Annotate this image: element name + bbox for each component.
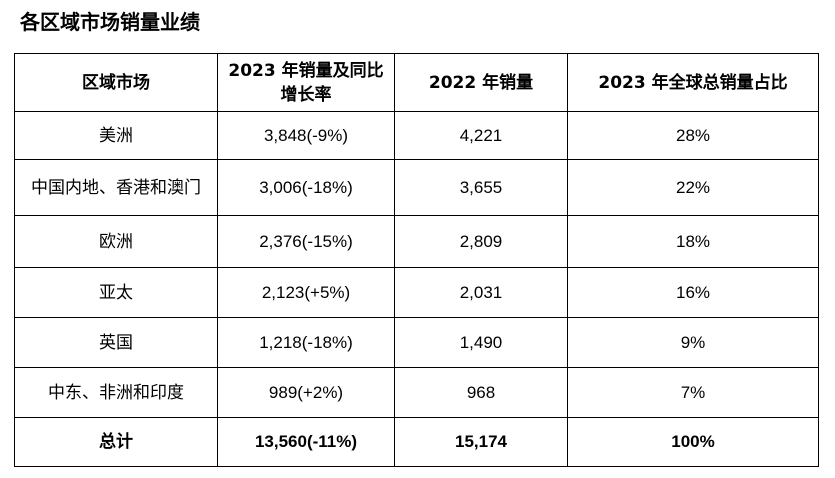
sales-2022-cell: 2,031 [394,267,568,318]
table-row: 中东、非洲和印度 989(+2%) 968 7% [14,367,819,418]
share-cell: 22% [567,159,819,216]
total-share-cell: 100% [567,417,819,467]
header-sales-2023: 2023 年销量及同比增长率 [217,53,395,112]
total-sales-2022-cell: 15,174 [394,417,568,467]
share-cell: 18% [567,215,819,268]
sales-2023-cell: 1,218(-18%) [217,317,395,368]
table-row: 欧洲 2,376(-15%) 2,809 18% [14,215,819,268]
region-cell: 美洲 [14,111,218,160]
share-cell: 9% [567,317,819,368]
total-label-cell: 总计 [14,417,218,467]
table-row: 亚太 2,123(+5%) 2,031 16% [14,267,819,318]
region-cell: 欧洲 [14,215,218,268]
sales-2023-cell: 2,123(+5%) [217,267,395,318]
region-cell: 中国内地、香港和澳门 [14,159,218,216]
header-sales-2022: 2022 年销量 [394,53,568,112]
share-cell: 16% [567,267,819,318]
table-row: 美洲 3,848(-9%) 4,221 28% [14,111,819,160]
sales-2023-cell: 3,006(-18%) [217,159,395,216]
sales-2022-cell: 968 [394,367,568,418]
sales-2022-cell: 2,809 [394,215,568,268]
sales-2023-cell: 989(+2%) [217,367,395,418]
page-title: 各区域市场销量业绩 [20,10,200,34]
share-cell: 7% [567,367,819,418]
share-cell: 28% [567,111,819,160]
region-cell: 英国 [14,317,218,368]
header-global-share: 2023 年全球总销量占比 [567,53,819,112]
sales-2023-cell: 2,376(-15%) [217,215,395,268]
sales-table: 区域市场 2023 年销量及同比增长率 2022 年销量 2023 年全球总销量… [14,53,819,467]
total-row: 总计 13,560(-11%) 15,174 100% [14,417,819,467]
table-row: 中国内地、香港和澳门 3,006(-18%) 3,655 22% [14,159,819,216]
table-row: 英国 1,218(-18%) 1,490 9% [14,317,819,368]
region-cell: 中东、非洲和印度 [14,367,218,418]
region-cell: 亚太 [14,267,218,318]
sales-2022-cell: 1,490 [394,317,568,368]
total-sales-2023-cell: 13,560(-11%) [217,417,395,467]
table-header-row: 区域市场 2023 年销量及同比增长率 2022 年销量 2023 年全球总销量… [14,53,819,112]
sales-2023-cell: 3,848(-9%) [217,111,395,160]
header-region: 区域市场 [14,53,218,112]
sales-2022-cell: 4,221 [394,111,568,160]
sales-2022-cell: 3,655 [394,159,568,216]
